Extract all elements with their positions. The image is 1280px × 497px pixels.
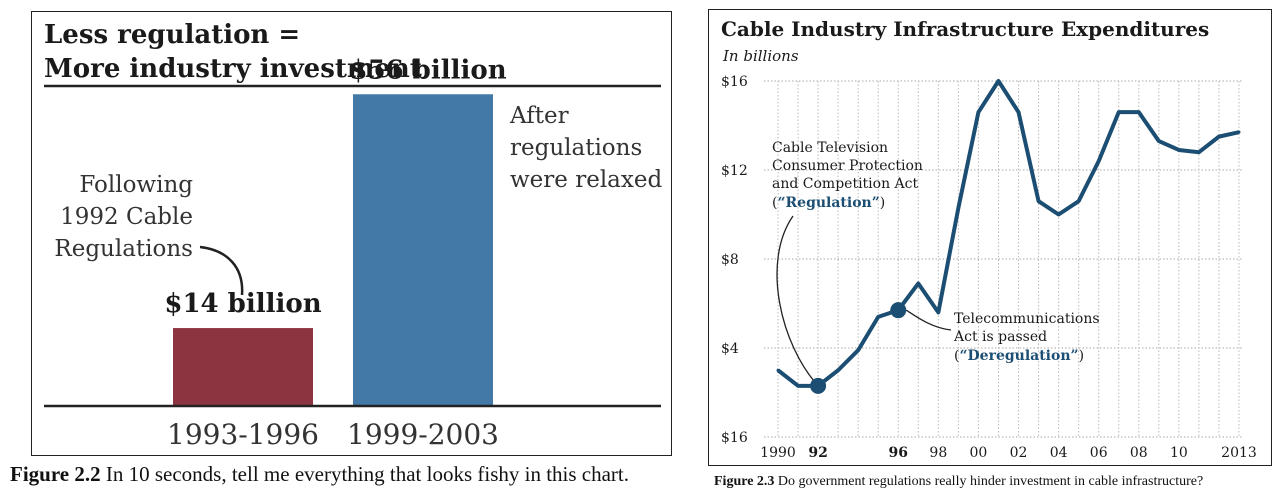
regulation-annotation-line: Cable Television (772, 140, 888, 156)
data-point (1037, 199, 1041, 203)
regulation-annotation-line: Consumer Protection (772, 158, 923, 174)
data-point (1097, 159, 1101, 163)
x-tick-label: 1990 (760, 445, 796, 461)
line-chart-subtitle: In billions (722, 47, 799, 65)
y-tick-label: $12 (721, 163, 748, 179)
bar-chart: Less regulation = More industry investme… (44, 20, 662, 451)
paren-open: ( (772, 195, 777, 211)
figure-2-3-caption: Figure 2.3 Do government regulations rea… (714, 474, 1203, 490)
data-point (876, 315, 880, 319)
annotation-left-line: Regulations (54, 236, 193, 262)
x-tick-label: 10 (1170, 445, 1188, 461)
annotation-left-line: 1992 Cable (60, 204, 193, 230)
bar-category-label-1993-1996: 1993-1996 (167, 418, 319, 451)
data-point (1137, 110, 1141, 114)
bar-1993-1996 (173, 328, 313, 406)
data-point (916, 281, 920, 285)
deregulation-leader-line (905, 309, 952, 331)
annotation-right-line: After (509, 103, 569, 129)
y-tick-label: $16 (721, 430, 748, 446)
x-tick-label: 00 (970, 445, 988, 461)
paren-close: ) (880, 195, 885, 211)
expenditure-series-line (776, 79, 1240, 388)
data-point (1157, 139, 1161, 143)
caption-figure-label: Figure 2.2 (10, 462, 101, 486)
data-point (796, 384, 800, 388)
regulation-leader-line (776, 215, 819, 387)
annotation-after-relaxed: After regulations were relaxed (509, 103, 662, 193)
deregulation-emphasis: “Deregulation” (959, 348, 1078, 364)
x-tick-label: 06 (1090, 445, 1108, 461)
y-axis-ticks: $16 $12 $8 $4 $16 (721, 74, 748, 446)
data-point (1217, 135, 1221, 139)
annotation-left-line: Following (79, 172, 193, 198)
data-point (936, 310, 940, 314)
data-point (776, 368, 780, 372)
caption-text: In 10 seconds, tell me everything that l… (100, 462, 630, 486)
x-tick-label: 98 (929, 445, 947, 461)
caption-text: Do government regulations really hinder … (774, 474, 1204, 489)
paren-open: ( (954, 348, 959, 364)
data-point (1197, 150, 1201, 154)
deregulation-annotation: Telecommunications Act is passed (“Dereg… (953, 311, 1100, 364)
event-marker-dot (810, 377, 827, 394)
annotation-right-line: were relaxed (510, 167, 662, 193)
y-tick-label: $16 (721, 74, 748, 90)
grid (764, 80, 1243, 438)
bar-value-label-1999-2003: $56 billion (349, 55, 506, 85)
data-point (956, 206, 960, 210)
line-chart: Cable Industry Infrastructure Expenditur… (721, 17, 1257, 461)
data-point (1177, 148, 1181, 152)
event-markers (810, 302, 907, 394)
x-tick-label: 04 (1050, 445, 1068, 461)
regulation-annotation-line: and Competition Act (772, 176, 918, 192)
x-axis-ticks: 1990 92 96 98 00 02 04 06 08 10 2013 (760, 445, 1257, 461)
y-tick-label: $4 (721, 341, 739, 357)
x-tick-label: 96 (889, 445, 908, 461)
data-point (1077, 199, 1081, 203)
annotation-leader-curve (199, 245, 244, 296)
line-chart-panel: Cable Industry Infrastructure Expenditur… (708, 9, 1272, 466)
regulation-emphasis: “Regulation” (777, 195, 879, 211)
x-tick-label: 2013 (1221, 445, 1257, 461)
bar-1999-2003 (353, 94, 493, 407)
deregulation-annotation-emphasis-line: (“Deregulation”) (954, 348, 1084, 364)
regulation-annotation: Cable Television Consumer Protection and… (772, 140, 923, 211)
data-point (1057, 213, 1061, 216)
data-point (976, 110, 980, 114)
x-tick-label: 92 (808, 445, 827, 461)
y-tick-label: $8 (721, 252, 739, 268)
deregulation-annotation-line: Act is passed (953, 329, 1047, 345)
bar-chart-panel: Less regulation = More industry investme… (31, 11, 672, 456)
annotation-right-line: regulations (510, 135, 642, 161)
bar-category-label-1999-2003: 1999-2003 (347, 418, 499, 451)
regulation-annotation-emphasis-line: (“Regulation”) (772, 195, 885, 211)
data-point (1237, 130, 1241, 134)
line-chart-title: Cable Industry Infrastructure Expenditur… (721, 17, 1209, 41)
event-marker-dot (890, 302, 907, 319)
data-point (856, 348, 860, 352)
figure-2-2-caption: Figure 2.2 In 10 seconds, tell me everyt… (10, 462, 629, 487)
bar-chart-title-line2: More industry investment (44, 54, 422, 84)
paren-close: ) (1079, 348, 1084, 364)
annotation-following-regulations: Following 1992 Cable Regulations (54, 172, 193, 262)
caption-figure-label: Figure 2.3 (714, 474, 775, 489)
x-tick-label: 02 (1010, 445, 1028, 461)
deregulation-annotation-line: Telecommunications (954, 311, 1100, 327)
data-point (1017, 110, 1021, 114)
data-point (836, 368, 840, 372)
bar-chart-title-line1: Less regulation = (44, 20, 300, 50)
data-point (1117, 110, 1121, 114)
data-point (996, 79, 1000, 83)
x-tick-label: 08 (1130, 445, 1148, 461)
